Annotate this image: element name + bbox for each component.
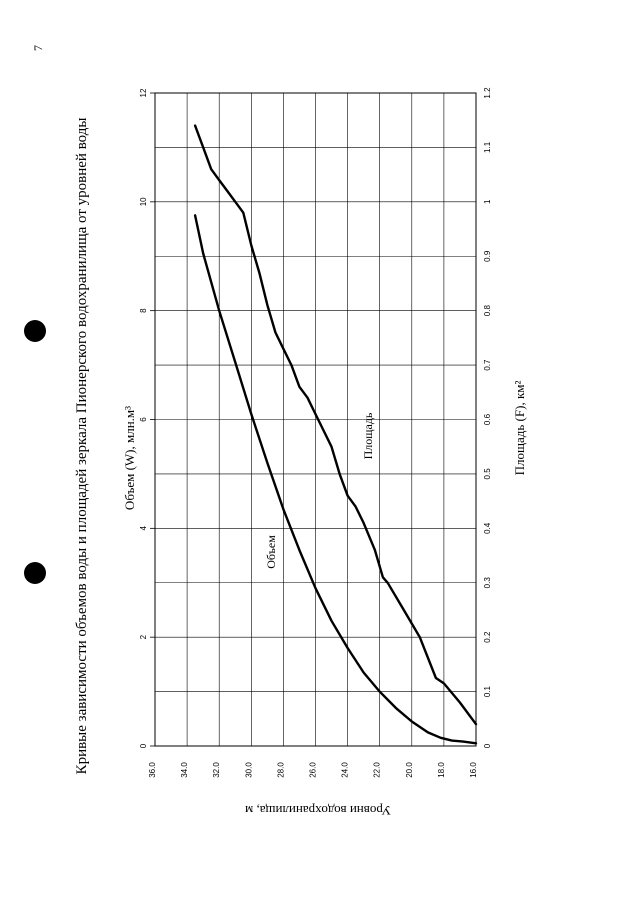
punch-hole-top [24,320,46,342]
punch-hole-bottom [24,562,46,584]
tick-label-area: 0.4 [483,522,492,534]
volume-curve [193,214,478,745]
tick-label-area: 0.5 [483,468,492,480]
levels-axis-label: Уровни водохранилища, м [245,803,391,818]
series-lines [193,124,478,745]
tick-label-level: 16.0 [469,762,478,778]
tick-label-area: 0.7 [483,359,492,371]
tick-label-area: 1.1 [483,141,492,153]
tick-label-area: 0.1 [483,685,492,697]
area-curve [193,124,478,726]
area-axis-label: Площадь (F), км² [512,381,527,476]
tick-label-area: 0.8 [483,305,492,317]
tick-label-area: 0.3 [483,577,492,589]
volume-axis-label: Объем (W), млн.м³ [122,406,137,510]
tick-label-volume: 10 [139,197,148,206]
tick-label-level: 36.0 [148,762,157,778]
tick-label-area: 0.9 [483,250,492,262]
tick-label-volume: 8 [139,308,148,313]
tick-label-area: 0.2 [483,631,492,643]
tick-label-volume: 12 [139,88,148,97]
tick-label-level: 18.0 [437,762,446,778]
chart-title: Кривые зависимости объемов воды и площад… [74,118,90,775]
tick-label-area: 0.6 [483,413,492,425]
tick-label-level: 32.0 [212,762,221,778]
tick-label-area: 0 [483,743,492,748]
tick-label-volume: 0 [139,743,148,748]
tick-label-level: 28.0 [276,762,285,778]
series-labels: Объем Площадь [264,412,375,569]
tick-label-level: 24.0 [341,762,350,778]
tick-label-volume: 2 [139,634,148,639]
tick-label-level: 30.0 [244,762,253,778]
tick-label-level: 26.0 [309,762,318,778]
series-label-area: Площадь [361,412,375,459]
tick-label-volume: 6 [139,417,148,422]
grid [150,92,477,747]
series-label-volume: Объем [264,535,278,569]
tick-label-area: 1.2 [483,87,492,99]
tick-label-level: 34.0 [180,762,189,778]
tick-label-volume: 4 [139,526,148,531]
tick-label-level: 20.0 [405,762,414,778]
axis-ticks: 16.0 18.0 20.0 22.0 24.0 26.0 28.0 30.0 32.0 34.0… [139,87,492,778]
tick-label-area: 1 [483,199,492,204]
tick-label-level: 22.0 [373,762,382,778]
